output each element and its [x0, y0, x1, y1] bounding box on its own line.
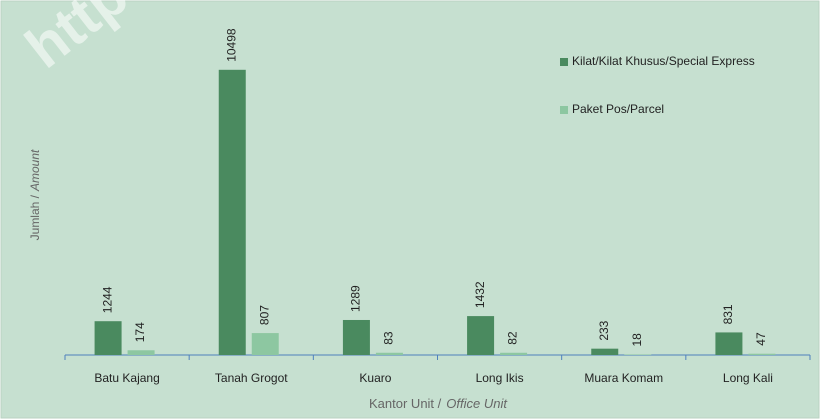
bar	[127, 350, 155, 355]
bar	[591, 348, 619, 355]
bar	[748, 353, 776, 355]
x-axis-label-part: Kantor Unit /	[369, 396, 442, 411]
legend-swatch	[560, 58, 568, 66]
value-label: 233	[597, 320, 611, 340]
bar	[251, 333, 279, 355]
value-label: 10498	[224, 28, 238, 62]
value-label: 1289	[349, 285, 363, 312]
value-label: 1244	[100, 286, 114, 313]
value-label: 1432	[473, 281, 487, 308]
bar	[467, 316, 495, 355]
y-axis-label: Jumlah / Amount	[28, 149, 42, 240]
bar	[94, 321, 122, 355]
bar	[218, 69, 246, 356]
x-tick-label: Kuaro	[359, 371, 391, 385]
bar	[500, 352, 528, 355]
value-label: 82	[506, 331, 520, 345]
value-label: 83	[382, 331, 396, 345]
x-tick-label: Long Kali	[723, 371, 773, 385]
y-axis-label-part: Jumlah /	[28, 194, 42, 240]
y-axis-label-part: Amount	[28, 149, 42, 192]
value-label: 174	[133, 322, 147, 342]
value-label: 18	[630, 333, 644, 347]
bar	[342, 319, 370, 355]
legend-label: Kilat/Kilat Khusus/Special Express	[572, 54, 755, 68]
legend-swatch	[560, 106, 568, 114]
bar	[375, 352, 403, 355]
x-tick-label: Muara Komam	[584, 371, 663, 385]
x-axis-label-part: Office Unit	[446, 396, 508, 411]
x-tick-label: Long Ikis	[476, 371, 524, 385]
x-tick-label: Batu Kajang	[94, 371, 159, 385]
value-label: 47	[754, 332, 768, 346]
value-label: 831	[721, 304, 735, 324]
legend-label: Paket Pos/Parcel	[572, 102, 664, 116]
bar	[715, 332, 743, 355]
x-tick-label: Tanah Grogot	[215, 371, 288, 385]
value-label: 807	[257, 305, 271, 325]
x-axis-label: Kantor Unit / Office Unit	[369, 396, 508, 411]
